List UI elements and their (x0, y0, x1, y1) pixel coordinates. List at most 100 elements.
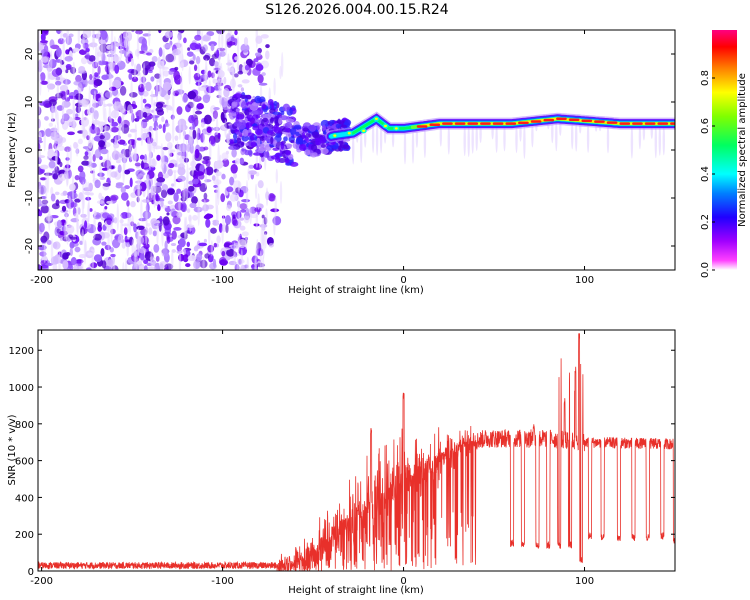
spectrogram-blob (81, 228, 85, 246)
spectrogram-blob (130, 200, 136, 208)
spectrogram-blob (231, 58, 235, 81)
spectrogram-blob (347, 132, 351, 135)
spectrogram-blob (88, 85, 91, 112)
spectrogram-blob (181, 53, 184, 72)
spectrogram-blob (51, 103, 54, 122)
spectrogram-blob (67, 131, 75, 136)
spectrogram-blob (113, 36, 117, 64)
spectrogram-blob (555, 120, 558, 152)
spectrogram-blob (115, 183, 123, 189)
spectrogram-blob (81, 110, 84, 138)
spectrogram-blob (140, 253, 145, 261)
spectrogram-blob (51, 203, 60, 210)
spectrogram-blob (81, 160, 90, 166)
spectrogram-blob (56, 145, 65, 151)
spectrogram-blob (85, 48, 90, 53)
spectrogram-blob (228, 145, 237, 150)
snr-x-ticks: -200 -100 0 100 (30, 330, 594, 587)
spectrogram-blob (153, 244, 160, 253)
spectrogram-blob (110, 121, 119, 127)
spectrogram-blob (203, 114, 212, 125)
spectrogram-blob (176, 211, 183, 218)
spectrogram-blob (255, 211, 258, 228)
spectrogram-blob (447, 124, 450, 155)
spectrogram-blob (279, 65, 282, 80)
spectrogram-blob (261, 217, 265, 231)
spectrogram-blob (110, 52, 114, 73)
spectrogram-blob (178, 144, 182, 157)
snr-panel: -200 -100 0 100 0 200 400 600 800 1000 1200 Heigh… (7, 329, 676, 596)
spectrogram-blob (127, 133, 132, 138)
spectrogram-blob (151, 125, 154, 151)
spectrogram-blob (50, 131, 58, 141)
spectrogram-blob (162, 151, 165, 169)
spectrogram-blob (254, 207, 262, 213)
spectrogram-blob (88, 125, 91, 144)
spectrogram-blob (237, 180, 241, 194)
snr-frame (37, 329, 676, 572)
spectrogram-blob (439, 124, 442, 147)
spectrogram-blob (186, 51, 194, 57)
spectrogram-blob (38, 136, 43, 142)
spectrogram-blob (241, 79, 250, 84)
spectrogram-blob (90, 88, 98, 96)
spectrogram-blob (40, 205, 50, 214)
spectrogram-blob (44, 116, 49, 121)
spectrogram-blob (265, 44, 270, 49)
spectrogram-blob (156, 176, 166, 183)
spectrogram-blob (188, 66, 191, 85)
spectrogram-blob (254, 119, 261, 125)
spectrogram-blob (110, 126, 119, 133)
spectrogram-blob (212, 110, 219, 120)
spectrogram-blob (662, 125, 665, 156)
spectrogram-blob (52, 263, 58, 270)
spectrogram-blob (233, 73, 239, 78)
spectrogram-blob (154, 173, 157, 193)
spectrogram-blob (226, 41, 236, 46)
spectrogram-blob (225, 32, 232, 42)
spectrogram-blob (249, 206, 252, 225)
spectrogram-blob (110, 30, 114, 54)
spectrogram-blob (104, 107, 107, 134)
spectrogram-blob (165, 132, 172, 142)
spectrogram-blob (112, 258, 116, 270)
spectrogram-blob (44, 128, 52, 137)
spectrogram-blob (160, 200, 164, 208)
spectrogram-blob (223, 76, 227, 85)
snr-y-tick-label: 600 (15, 457, 34, 468)
spectrogram-blob (100, 148, 109, 155)
spectrogram-blob (74, 113, 79, 119)
spectrogram-blob (66, 30, 69, 46)
spectrogram-blob (46, 240, 52, 245)
spectrogram-blob (62, 190, 68, 196)
spectrogram-blob (234, 139, 238, 144)
spectrogram-blob (196, 103, 204, 110)
spectrogram-blob (299, 143, 307, 152)
spectrogram-blob (270, 136, 274, 145)
spectrogram-blob (211, 175, 216, 181)
spectrogram-blob (203, 68, 206, 96)
spectrogram-blob (97, 30, 101, 43)
spectrogram-blob (40, 32, 46, 43)
spectrogram-blob (64, 146, 72, 152)
spectrogram-blob (78, 65, 86, 74)
spectrogram-blob (186, 163, 189, 190)
spectrogram-blob (106, 217, 113, 226)
spectrogram-blob (272, 111, 281, 115)
spectrogram-blob (295, 131, 300, 136)
snr-y-tick-label: 0 (28, 567, 34, 578)
spectrogram-x-tick-label: 100 (575, 275, 594, 286)
spectrogram-blob (246, 132, 255, 137)
spectrogram-blob (44, 103, 52, 108)
spectrogram-blob (282, 103, 291, 112)
spectrogram-blob (109, 247, 114, 253)
spectrogram-blob (193, 246, 199, 252)
spectrogram-blob (155, 125, 158, 150)
spectrogram-blob (375, 120, 379, 156)
spectrogram-blob (120, 186, 126, 194)
spectrogram-blob (202, 44, 208, 52)
spectrogram-blob (244, 108, 250, 116)
spectrogram-blob (236, 36, 240, 55)
spectrogram-blob (82, 181, 85, 194)
spectrogram-blob (177, 34, 181, 56)
